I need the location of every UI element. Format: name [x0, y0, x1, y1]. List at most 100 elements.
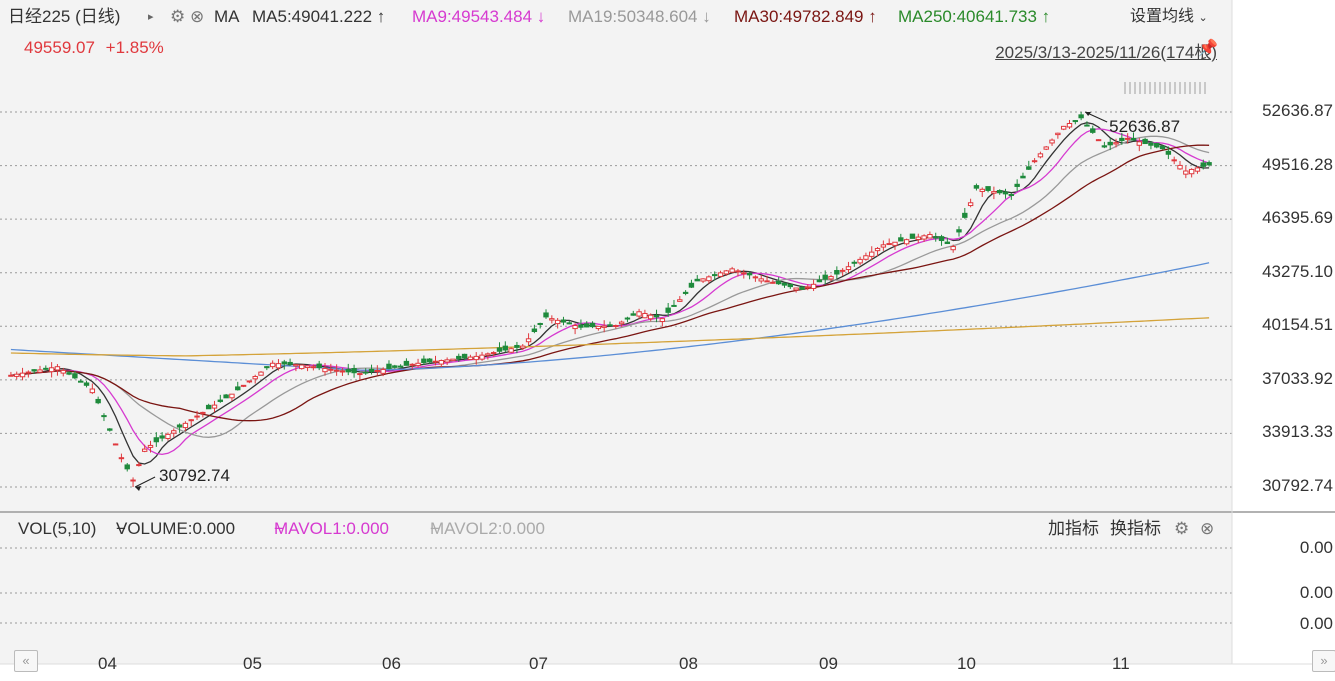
pin-icon[interactable]: 📌	[1198, 40, 1218, 57]
candle-body	[863, 255, 869, 260]
candle-body	[363, 371, 369, 374]
price-tick: 33913.33	[1262, 422, 1333, 442]
scroll-right-button[interactable]: »	[1312, 650, 1335, 672]
candle-body	[1183, 170, 1189, 175]
candle-body	[944, 241, 951, 245]
ma5-line	[10, 122, 1210, 465]
candle-body	[1031, 160, 1038, 163]
candle-body	[223, 394, 229, 399]
price-tick: 40154.51	[1262, 315, 1333, 335]
candle-body	[403, 360, 410, 366]
plot-background	[0, 0, 1232, 664]
ma9-line	[10, 128, 1210, 456]
candle-body	[601, 325, 607, 328]
mavol2-readout: MAVOL2:0.000 −	[430, 519, 545, 538]
candle-body	[950, 246, 956, 251]
ma30-line	[10, 144, 1210, 422]
close-icon[interactable]: ⊗	[190, 7, 205, 26]
candle-body	[252, 376, 258, 380]
candle-body	[153, 437, 160, 443]
ma9-readout: MA9:49543.484 ↓	[412, 7, 546, 26]
gear-icon[interactable]: ⚙	[1174, 519, 1190, 538]
candle-body	[752, 276, 759, 279]
candle-body	[723, 270, 730, 275]
candle-body	[1037, 153, 1044, 158]
candle-body	[310, 366, 317, 369]
ma19-readout: MA19:50348.604 ↓	[568, 7, 711, 26]
candle-body	[130, 479, 136, 482]
symbol-label[interactable]: 日经225 (日线)	[8, 7, 121, 26]
candle-body	[857, 258, 863, 264]
candle-body	[659, 318, 666, 322]
candle-body	[525, 338, 532, 343]
candle-body	[851, 261, 857, 264]
candle-body	[1049, 139, 1055, 144]
mavol1-readout: MAVOL1:0.000 −	[274, 519, 389, 538]
low-pointer	[134, 476, 156, 488]
ma-settings-button[interactable]: 设置均线 ⌄	[1130, 8, 1208, 25]
candle-body	[921, 235, 927, 240]
candle-body	[1154, 142, 1160, 148]
candle-body	[72, 373, 78, 379]
candle-body	[14, 373, 20, 377]
gear-icon[interactable]: ⚙	[170, 7, 186, 26]
month-tick: 08	[679, 654, 698, 673]
candle-body	[1113, 142, 1119, 145]
candle-body	[874, 247, 881, 252]
volume-header: VOL(5,10) VOLUME:0.000 − MAVOL1:0.000 − …	[0, 512, 1232, 546]
close-icon[interactable]: ⊗	[1200, 519, 1215, 538]
mini-scrollbar[interactable]	[1124, 82, 1208, 94]
candle-body	[1084, 124, 1090, 127]
candle-body	[746, 272, 753, 276]
candle-body	[217, 399, 223, 402]
candle-body	[799, 287, 805, 290]
candle-body	[444, 359, 450, 363]
candle-body	[147, 444, 154, 448]
candle-body	[1136, 141, 1142, 146]
price-tick: 46395.69	[1262, 208, 1333, 228]
candle-body	[560, 319, 567, 323]
candle-body	[118, 457, 125, 460]
candle-body	[1026, 166, 1032, 170]
last-price: 49559.07	[24, 38, 95, 57]
ma120-line	[10, 262, 1210, 371]
candle-body	[927, 234, 933, 239]
candle-body	[380, 368, 386, 374]
candle-body	[903, 239, 910, 245]
candle-body	[845, 266, 852, 271]
candle-body	[973, 185, 980, 189]
candle-body	[682, 291, 689, 294]
candle-body	[915, 236, 921, 240]
candle-body	[392, 365, 398, 368]
candle-body	[502, 345, 509, 351]
candle-body	[229, 393, 235, 399]
candle-body	[409, 363, 415, 366]
candle-body	[124, 464, 130, 470]
candle-body	[211, 404, 218, 409]
add-indicator-button[interactable]: 加指标	[1048, 519, 1099, 538]
candle-body	[368, 368, 375, 373]
candle-body	[112, 443, 119, 446]
candle-body	[956, 229, 962, 233]
candle-body	[688, 282, 695, 288]
change-percent: +1.85%	[105, 38, 164, 57]
expand-arrow-icon[interactable]: ▸	[148, 11, 154, 23]
date-range[interactable]: 2025/3/13-2025/11/26(174根)	[995, 43, 1217, 62]
candle-body	[322, 367, 328, 373]
candle-body	[810, 283, 817, 289]
swap-indicator-button[interactable]: 换指标	[1110, 519, 1161, 538]
candle-body	[1008, 194, 1015, 197]
price-tick: 49516.28	[1262, 154, 1333, 174]
candle-body	[240, 384, 247, 387]
high-label: 52636.87	[1109, 117, 1180, 136]
candle-body	[775, 280, 782, 285]
scroll-left-button[interactable]: «	[14, 650, 38, 672]
candle-body	[735, 270, 741, 273]
candle-body	[60, 369, 66, 374]
price-readout: 49559.07 +1.85%	[24, 38, 164, 58]
candle-body	[205, 404, 212, 410]
candle-body	[607, 324, 613, 327]
volume-tick: 0.00	[1299, 614, 1333, 633]
candle-body	[467, 356, 474, 360]
candle-body	[415, 362, 421, 367]
